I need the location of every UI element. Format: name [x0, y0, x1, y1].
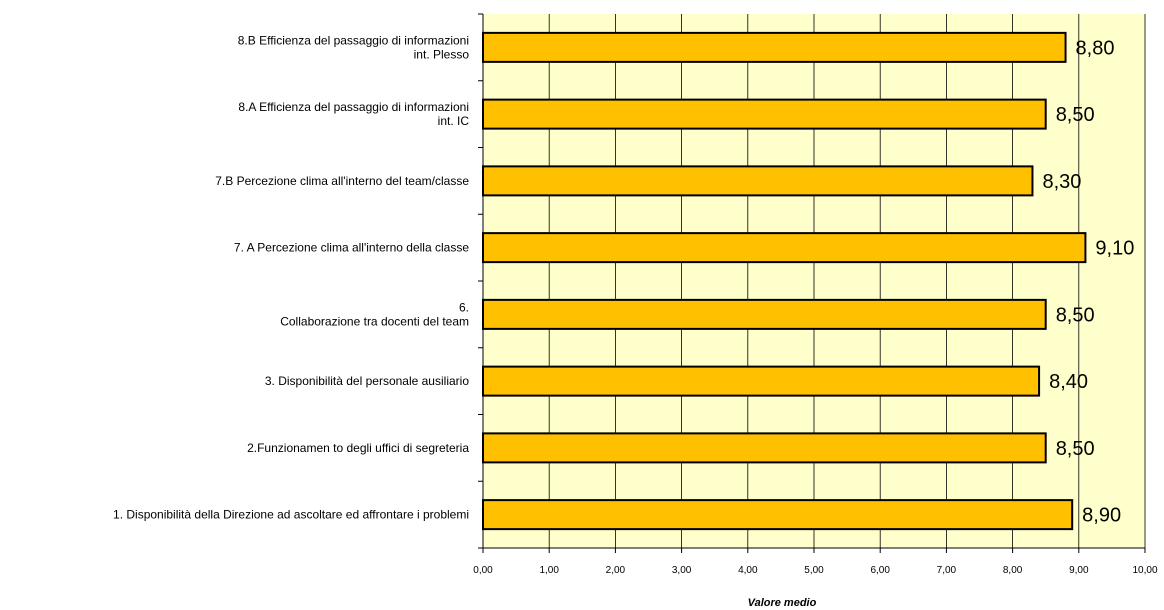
data-label: 8,80: [1076, 37, 1115, 59]
x-tick-label: 4,00: [738, 565, 758, 576]
x-tick-label: 2,00: [606, 565, 626, 576]
data-label: 8,50: [1056, 304, 1095, 326]
x-tick-label: 7,00: [937, 565, 957, 576]
x-tick-label: 0,00: [473, 565, 493, 576]
category-label-line: Collaborazione tra docenti del team: [280, 314, 469, 328]
category-label: 1. Disponibilità della Direzione ad asco…: [113, 508, 469, 522]
x-tick-label: 10,00: [1132, 565, 1157, 576]
category-label: 8.B Efficienza del passaggio di informaz…: [238, 33, 470, 61]
x-tick-label: 1,00: [539, 565, 559, 576]
category-label-line: 6.: [459, 300, 469, 314]
bar: [482, 432, 1047, 464]
bar: [482, 499, 1074, 531]
bar: [482, 365, 1041, 397]
bar: [482, 31, 1067, 63]
data-label: 8,40: [1049, 371, 1088, 393]
data-label: 8,90: [1082, 505, 1121, 527]
category-label-line: int. Plesso: [414, 47, 470, 61]
category-label-line: 7.B Percezione clima all'interno del tea…: [215, 174, 469, 188]
category-label: 7. A Percezione clima all'interno della …: [234, 241, 469, 255]
x-axis-title: Valore medio: [748, 597, 817, 609]
category-label-line: 8.A Efficienza del passaggio di informaz…: [238, 100, 469, 114]
bar: [482, 98, 1047, 130]
category-label-line: 3. Disponibilità del personale ausiliari…: [265, 374, 469, 388]
data-label: 8,50: [1056, 104, 1095, 126]
category-label: 3. Disponibilità del personale ausiliari…: [265, 374, 469, 388]
x-tick-label: 9,00: [1069, 565, 1089, 576]
data-label: 9,10: [1095, 238, 1134, 260]
category-label: 6. Collaborazione tra docenti del team: [280, 300, 469, 328]
bar: [482, 298, 1047, 330]
x-tick-label: 6,00: [870, 565, 890, 576]
bar: [482, 232, 1087, 264]
x-tick-label: 8,00: [1003, 565, 1023, 576]
data-label: 8,50: [1056, 438, 1095, 460]
category-label-line: 1. Disponibilità della Direzione ad asco…: [113, 508, 469, 522]
category-label: 2.Funzionamen to degli uffici di segrete…: [247, 441, 469, 455]
x-tick-label: 3,00: [672, 565, 692, 576]
data-label: 8,30: [1042, 171, 1081, 193]
category-label-line: 2.Funzionamen to degli uffici di segrete…: [247, 441, 469, 455]
category-label-line: 8.B Efficienza del passaggio di informaz…: [238, 33, 469, 47]
bar: [482, 165, 1034, 197]
category-label-line: 7. A Percezione clima all'interno della …: [234, 241, 469, 255]
category-label: 8.A Efficienza del passaggio di informaz…: [238, 100, 469, 128]
x-tick-label: 5,00: [804, 565, 824, 576]
category-label: 7.B Percezione clima all'interno del tea…: [215, 174, 469, 188]
category-label-line: int. IC: [438, 114, 470, 128]
